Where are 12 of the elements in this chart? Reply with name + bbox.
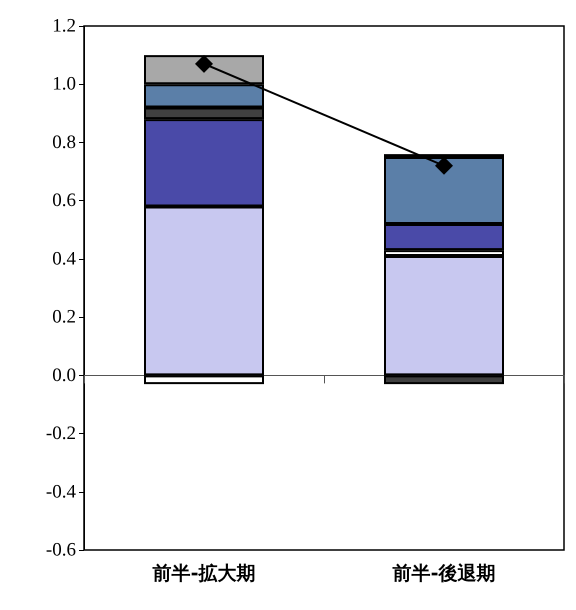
x-tick-label: 前半-後退期 bbox=[392, 562, 496, 584]
y-tick-label: -0.4 bbox=[46, 481, 76, 502]
y-tick-label: -0.2 bbox=[46, 423, 76, 444]
y-tick-label: -0.6 bbox=[46, 540, 76, 560]
y-tick-label: 0.6 bbox=[52, 190, 76, 212]
y-tick-label: 1.2 bbox=[52, 16, 76, 36]
x-tick-label: 前半-拡大期 bbox=[152, 562, 256, 584]
y-tick-label: 0.0 bbox=[52, 364, 76, 386]
y-tick-label: 0.2 bbox=[52, 306, 76, 328]
y-tick-label: 0.8 bbox=[52, 132, 76, 153]
y-tick-label: 0.4 bbox=[52, 248, 76, 270]
y-tick-label: 1.0 bbox=[52, 74, 76, 95]
